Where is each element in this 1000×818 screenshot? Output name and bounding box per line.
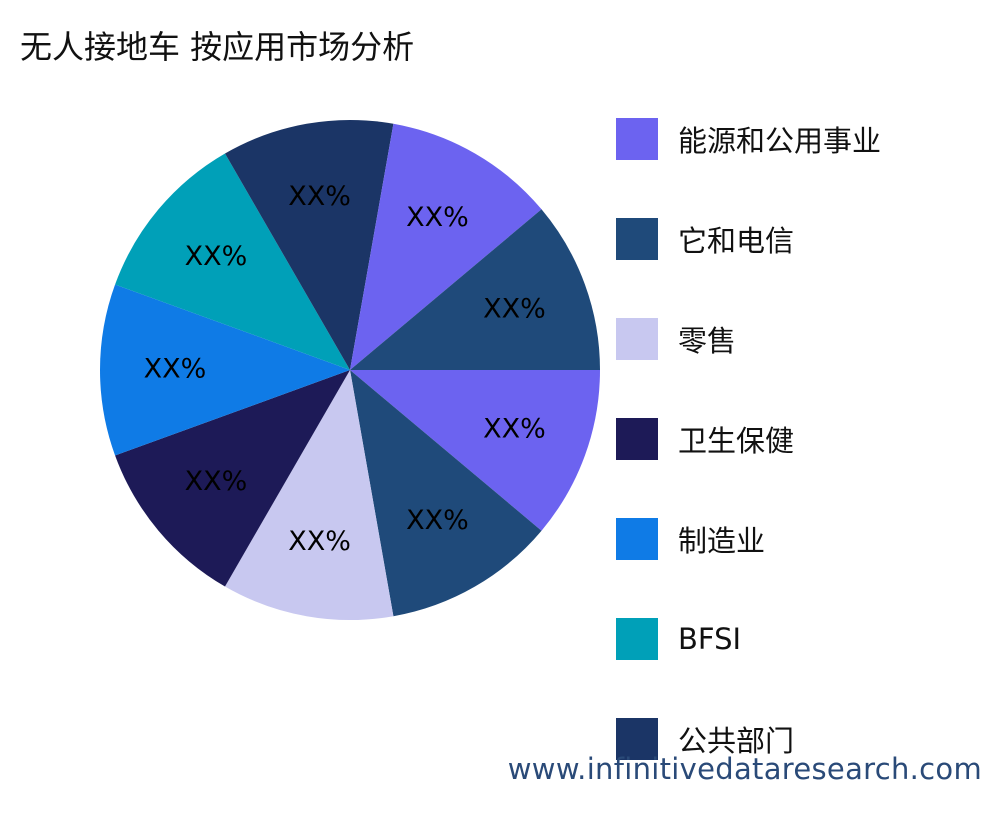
legend-swatch	[616, 518, 658, 560]
pie-slice-label-6: XX%	[185, 241, 248, 272]
legend-item-2: 它和电信	[616, 218, 881, 260]
pie-slice-8	[350, 123, 542, 370]
pie-slice-label-9: XX%	[483, 294, 546, 325]
legend-item-6: BFSI	[616, 618, 881, 660]
legend-item-5: 制造业	[616, 518, 881, 560]
legend-item-7: 公共部门	[616, 718, 881, 760]
pie-slice-label-4: XX%	[185, 466, 248, 497]
legend-swatch	[616, 718, 658, 760]
legend-swatch	[616, 318, 658, 360]
pie-slice-5	[100, 284, 351, 456]
pie-slice-1	[350, 370, 600, 531]
legend-label: 能源和公用事业	[678, 124, 882, 158]
legend-label: BFSI	[678, 622, 742, 656]
pie-slice-label-2: XX%	[406, 505, 469, 536]
pie-slice-label-1: XX%	[483, 413, 546, 444]
legend-item-4: 卫生保健	[616, 418, 881, 460]
legend-item-1: 能源和公用事业	[616, 118, 881, 160]
watermark-url: www.infinitivedataresearch.com	[507, 752, 982, 786]
legend-label: 卫生保健	[678, 424, 795, 458]
legend-label: 公共部门	[678, 724, 795, 758]
pie-slice-3	[225, 370, 394, 620]
pie-slice-4	[115, 370, 350, 587]
pie-slice-label-3: XX%	[288, 526, 351, 557]
pie-slice-labels: XX% XX% XX% XX% XX% XX% XX% XX% XX%	[144, 181, 546, 557]
chart-title: 无人接地车 按应用市场分析	[20, 28, 415, 66]
pie-slice-2	[350, 370, 542, 617]
legend-label: 制造业	[678, 524, 766, 558]
legend-label: 它和电信	[678, 224, 795, 258]
pie-slice-label-5: XX%	[144, 354, 207, 385]
legend-item-3: 零售	[616, 318, 881, 360]
pie-slices	[100, 120, 600, 620]
pie-slice-label-8: XX%	[406, 202, 469, 233]
legend-swatch	[616, 118, 658, 160]
pie-slice-9	[350, 209, 600, 370]
pie-slice-7	[225, 120, 394, 370]
legend-swatch	[616, 418, 658, 460]
legend-swatch	[616, 218, 658, 260]
legend-swatch	[616, 618, 658, 660]
pie-chart: XX% XX% XX% XX% XX% XX% XX% XX% XX%	[100, 120, 600, 620]
legend: 能源和公用事业 它和电信零售卫生保健制造业 BFSI 公共部门	[616, 118, 881, 818]
pie-slice-label-7: XX%	[288, 181, 351, 212]
pie-slice-6	[115, 153, 350, 370]
legend-label: 零售	[678, 324, 737, 358]
